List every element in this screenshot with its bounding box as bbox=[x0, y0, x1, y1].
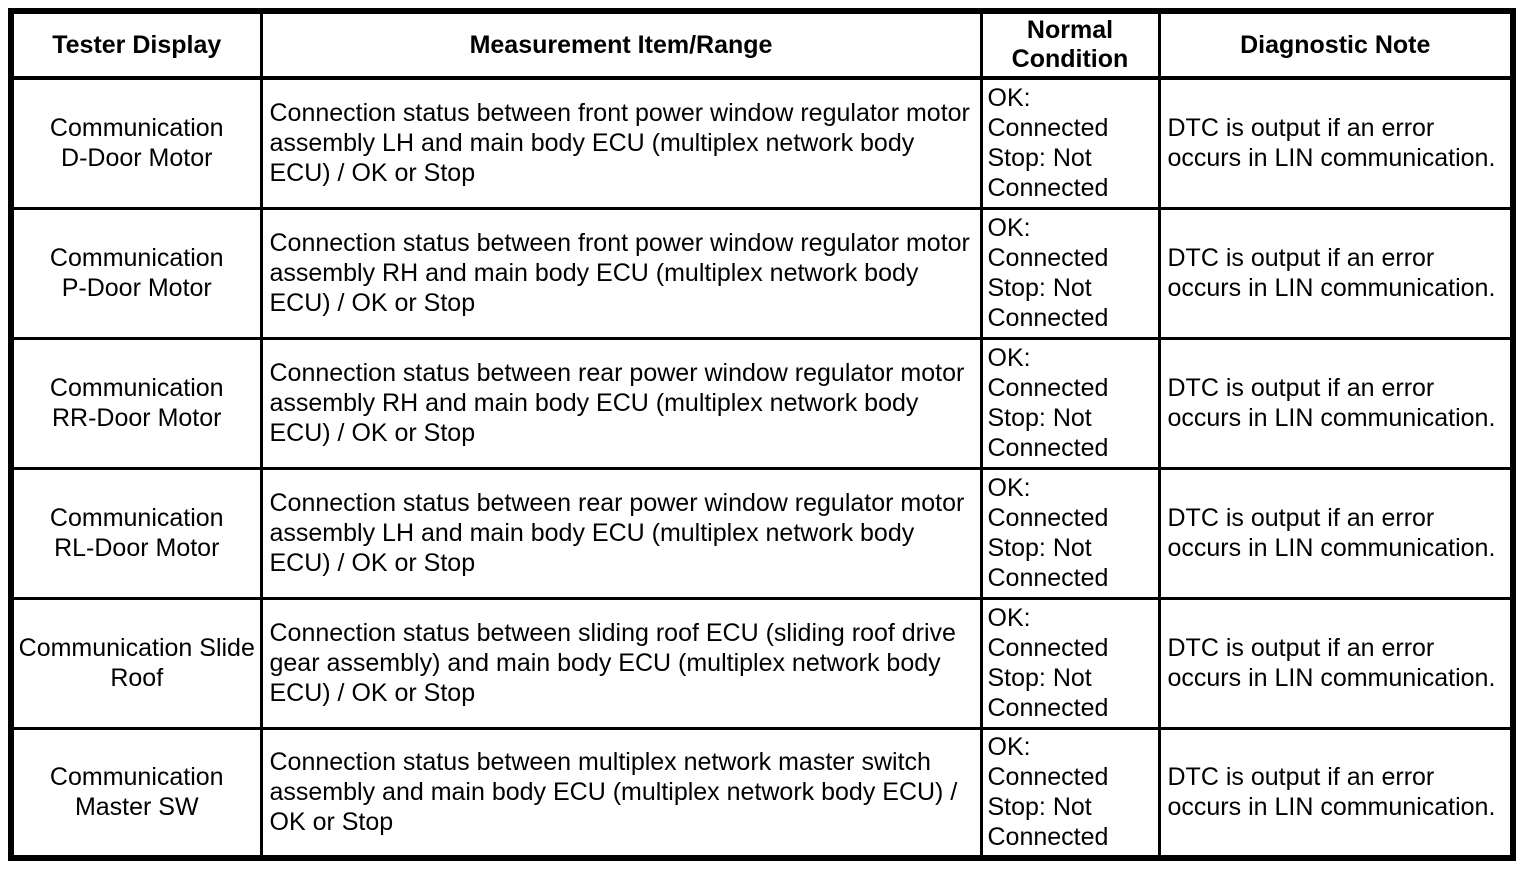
table-header-row: Tester Display Measurement Item/Range No… bbox=[9, 9, 1515, 80]
cell-measurement-item: Connection status between sliding roof E… bbox=[259, 596, 983, 730]
table-row: Communication Master SW Connection statu… bbox=[9, 726, 1515, 860]
cell-tester-display: Communication P-Door Motor bbox=[9, 206, 263, 340]
cell-tester-display: Communication Slide Roof bbox=[9, 596, 263, 730]
cell-measurement-item: Connection status between rear power win… bbox=[259, 466, 983, 600]
diagnostic-data-table: Tester Display Measurement Item/Range No… bbox=[8, 8, 1516, 861]
cell-tester-display: Communication RR-Door Motor bbox=[9, 336, 263, 470]
cell-diagnostic-note: DTC is output if an error occurs in LIN … bbox=[1157, 336, 1515, 470]
table-row: Communication D-Door Motor Connection st… bbox=[9, 76, 1515, 210]
cell-tester-display: Communication D-Door Motor bbox=[9, 76, 263, 210]
table-row: Communication RR-Door Motor Connection s… bbox=[9, 336, 1515, 470]
cell-diagnostic-note: DTC is output if an error occurs in LIN … bbox=[1157, 726, 1515, 860]
cell-normal-condition: OK: Connected Stop: Not Connected bbox=[979, 206, 1161, 340]
cell-measurement-item: Connection status between front power wi… bbox=[259, 76, 983, 210]
cell-tester-display: Communication RL-Door Motor bbox=[9, 466, 263, 600]
cell-diagnostic-note: DTC is output if an error occurs in LIN … bbox=[1157, 76, 1515, 210]
column-header-diagnostic-note: Diagnostic Note bbox=[1157, 9, 1515, 80]
cell-normal-condition: OK: Connected Stop: Not Connected bbox=[979, 466, 1161, 600]
column-header-normal-condition: Normal Condition bbox=[979, 9, 1161, 80]
column-header-measurement-item-range: Measurement Item/Range bbox=[259, 9, 983, 80]
column-header-tester-display: Tester Display bbox=[9, 9, 263, 80]
cell-measurement-item: Connection status between multiplex netw… bbox=[259, 726, 983, 860]
cell-diagnostic-note: DTC is output if an error occurs in LIN … bbox=[1157, 466, 1515, 600]
cell-normal-condition: OK: Connected Stop: Not Connected bbox=[979, 336, 1161, 470]
table-row: Communication Slide Roof Connection stat… bbox=[9, 596, 1515, 730]
cell-diagnostic-note: DTC is output if an error occurs in LIN … bbox=[1157, 206, 1515, 340]
cell-tester-display: Communication Master SW bbox=[9, 726, 263, 860]
table-row: Communication P-Door Motor Connection st… bbox=[9, 206, 1515, 340]
cell-measurement-item: Connection status between front power wi… bbox=[259, 206, 983, 340]
table-row: Communication RL-Door Motor Connection s… bbox=[9, 466, 1515, 600]
cell-measurement-item: Connection status between rear power win… bbox=[259, 336, 983, 470]
cell-normal-condition: OK: Connected Stop: Not Connected bbox=[979, 596, 1161, 730]
cell-normal-condition: OK: Connected Stop: Not Connected bbox=[979, 76, 1161, 210]
cell-normal-condition: OK: Connected Stop: Not Connected bbox=[979, 726, 1161, 860]
cell-diagnostic-note: DTC is output if an error occurs in LIN … bbox=[1157, 596, 1515, 730]
